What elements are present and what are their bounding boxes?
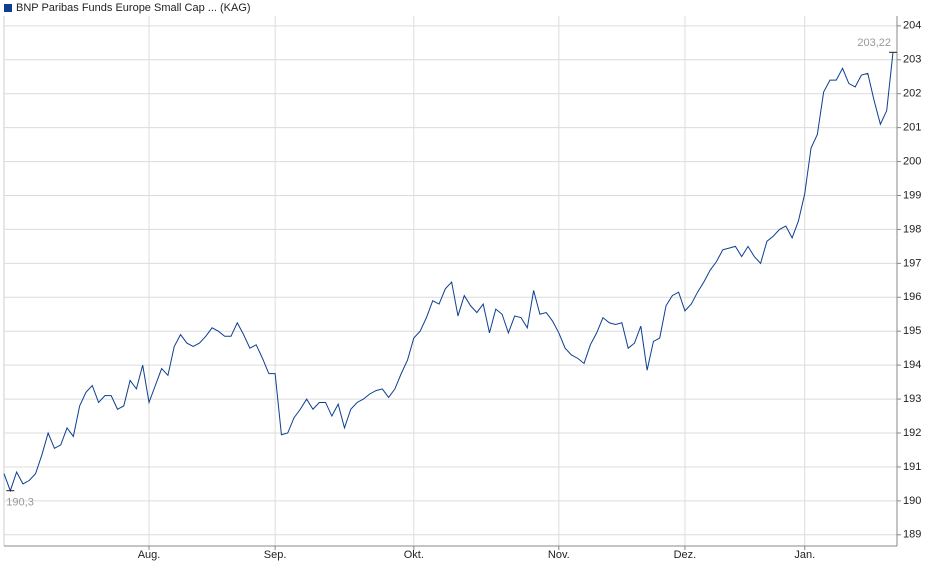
- high-label: 203,22: [857, 37, 891, 49]
- low-label: 190,3: [6, 497, 34, 509]
- x-tick-label: Dez.: [674, 549, 697, 561]
- y-tick-label: 201: [903, 122, 921, 134]
- y-tick-label: 200: [903, 155, 921, 167]
- y-tick-label: 191: [903, 461, 921, 473]
- x-tick-label: Okt.: [404, 549, 424, 561]
- y-tick-label: 194: [903, 359, 921, 371]
- y-tick-label: 189: [903, 529, 921, 541]
- y-tick-label: 193: [903, 393, 921, 405]
- y-tick-label: 198: [903, 223, 921, 235]
- y-tick-label: 190: [903, 495, 921, 507]
- y-tick-label: 196: [903, 291, 921, 303]
- y-tick-label: 192: [903, 427, 921, 439]
- x-tick-label: Sep.: [264, 549, 287, 561]
- y-tick-label: 202: [903, 88, 921, 100]
- price-line: [3, 52, 894, 493]
- legend-swatch: [4, 4, 12, 12]
- y-tick-label: 203: [903, 54, 921, 66]
- y-tick-label: 197: [903, 257, 921, 269]
- x-tick-label: Nov.: [548, 549, 570, 561]
- y-tick-label: 204: [903, 20, 921, 32]
- y-tick-label: 195: [903, 325, 921, 337]
- y-tick-label: 199: [903, 189, 921, 201]
- x-tick-label: Jan.: [794, 549, 815, 561]
- x-tick-label: Aug.: [138, 549, 161, 561]
- legend-label: BNP Paribas Funds Europe Small Cap ... (…: [16, 2, 251, 14]
